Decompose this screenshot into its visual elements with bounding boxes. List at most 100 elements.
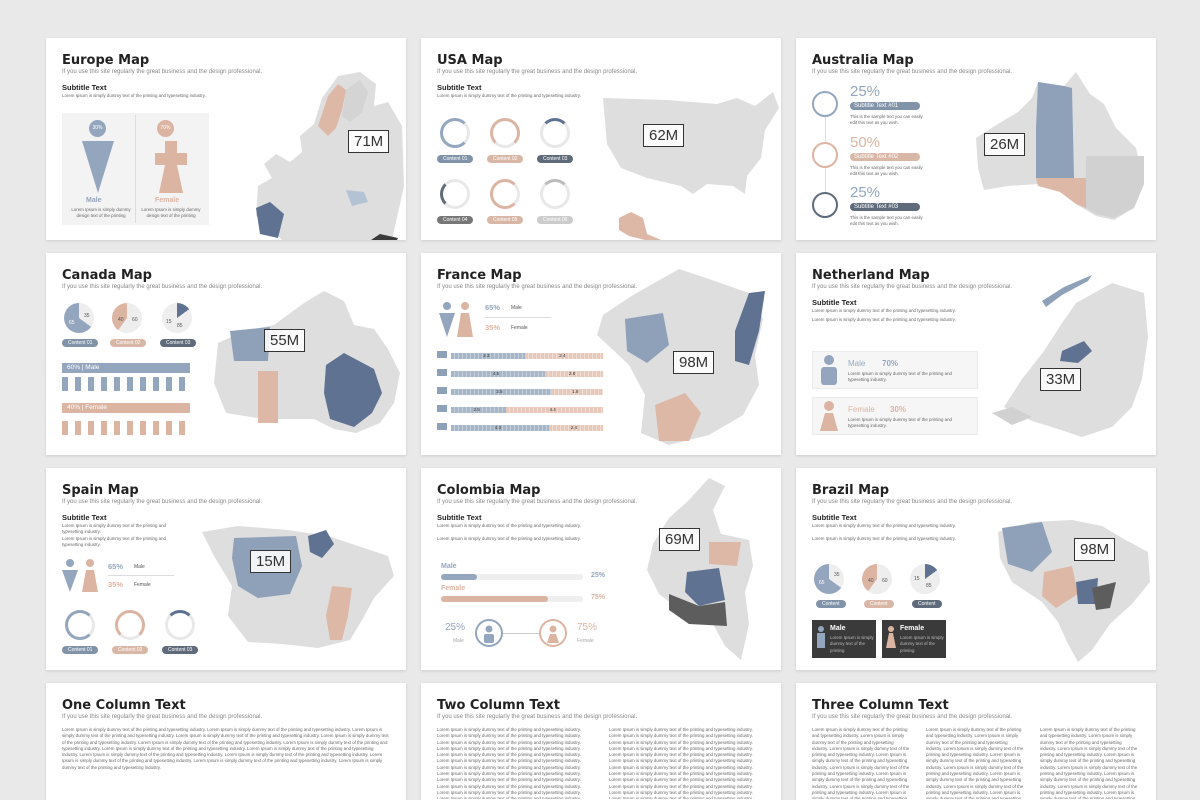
pie-chart-2	[862, 564, 892, 594]
pie-chart-1	[64, 303, 94, 333]
pie-chart-3	[910, 564, 940, 594]
rocket-icon	[490, 179, 520, 209]
bar-value-female: 4.4	[549, 407, 556, 412]
item-3-note: This is the sample text you can easily e…	[850, 215, 923, 227]
female-progress-bar	[441, 596, 583, 602]
bar-segment-female	[551, 389, 603, 395]
female-people-icons	[62, 421, 190, 435]
chart-icon	[540, 179, 570, 209]
body-text: Lorem Ipsum is simply dummy text of the …	[812, 308, 956, 313]
slide-title: USA Map	[437, 53, 503, 68]
female-label: Female	[134, 582, 151, 588]
australia-map-slide[interactable]: Australia Map If you use this site regul…	[796, 38, 1156, 240]
spain-map-slide[interactable]: Spain Map If you use this site regularly…	[46, 468, 406, 670]
pie-label-2: Content	[864, 600, 894, 608]
usa-map-slide[interactable]: USA Map If you use this site regularly t…	[421, 38, 781, 240]
item-2-label: Subtitle Text #02	[850, 153, 920, 161]
usa-map	[603, 92, 779, 240]
male-icon	[62, 559, 78, 592]
slide-title: One Column Text	[62, 698, 186, 713]
slide-subtitle: If you use this site regularly the great…	[62, 69, 263, 75]
bar-value-male: 2.3	[483, 353, 490, 358]
male-label: Male	[441, 563, 457, 570]
item-2-note: This is the sample text you can easily e…	[850, 165, 923, 177]
female-circle-icon	[539, 619, 567, 647]
subtitle-text: Subtitle Text	[62, 513, 107, 522]
content-label-5: Content 05	[487, 216, 524, 224]
male-progress-bar	[441, 574, 583, 580]
slide-subtitle: If you use this site regularly the great…	[437, 284, 638, 290]
male-stat-card	[812, 351, 978, 389]
slide-title: Netherland Map	[812, 268, 930, 283]
one-column-text-slide[interactable]: One Column Text If you use this site reg…	[46, 683, 406, 800]
netherland-map	[992, 275, 1148, 437]
bar-value-male: 4.5	[492, 371, 500, 376]
europe-map-slide[interactable]: Europe Map If you use this site regularl…	[46, 38, 406, 240]
item-3-percent: 25%	[850, 184, 881, 201]
male-people-icons	[62, 377, 190, 391]
colombia-map-slide[interactable]: Colombia Map If you use this site regula…	[421, 468, 781, 670]
bar-segment-male	[451, 389, 552, 395]
body-text: Lorem Ipsum is simply dummy text of the …	[62, 523, 166, 535]
population-value: 98M	[673, 351, 715, 374]
content-label-2: Content 02	[487, 155, 524, 163]
netherland-map-slide[interactable]: Netherland Map If you use this site regu…	[796, 253, 1156, 455]
population-value: 71M	[348, 130, 390, 153]
brazil-map-slide[interactable]: Brazil Map If you use this site regularl…	[796, 468, 1156, 670]
colombia-map	[647, 478, 753, 660]
bar-segment-female	[506, 407, 603, 413]
slide-subtitle: If you use this site regularly the great…	[812, 499, 1013, 505]
female-icon	[457, 302, 473, 337]
bulb-icon	[540, 118, 570, 148]
item-3-label: Subtitle Text #03	[850, 203, 920, 211]
content-label-3: Content 03	[537, 155, 574, 163]
pie-chart-1	[814, 564, 844, 594]
handshake-icon	[65, 610, 95, 640]
female-label: Female	[900, 625, 925, 632]
france-map-slide[interactable]: France Map If you use this site regularl…	[421, 253, 781, 455]
bulb-icon	[165, 610, 195, 640]
slide-subtitle: If you use this site regularly the great…	[62, 284, 263, 290]
handshake-icon	[440, 118, 470, 148]
pie-label-3: Content	[912, 600, 942, 608]
male-label: Male	[86, 197, 102, 204]
target-icon	[440, 179, 470, 209]
item-1-label: Subtitle Text #01	[850, 102, 920, 110]
male-label: Male	[511, 305, 522, 311]
canada-map-slide[interactable]: Canada Map If you use this site regularl…	[46, 253, 406, 455]
male-desc: Lorem Ipsum is simply dummy text of the …	[830, 635, 874, 653]
female-percent: 75%	[591, 594, 606, 601]
canada-map	[214, 291, 400, 433]
male-label: Male	[830, 625, 846, 632]
two-column-text-slide[interactable]: Two Column Text If you use this site reg…	[421, 683, 781, 800]
category-icons	[437, 351, 447, 431]
body-column-1: Lorem Ipsum is simply dummy text of the …	[812, 727, 910, 799]
content-label-2: Content 02	[112, 646, 149, 654]
pie-label-2: Content 02	[110, 339, 147, 347]
male-row-bar: 60% | Male	[62, 363, 190, 373]
bar-segment-male	[451, 371, 545, 377]
subtitle-text: Subtitle Text	[812, 298, 857, 307]
female-label: Female	[441, 585, 466, 592]
award-icon	[812, 91, 838, 117]
slide-title: Three Column Text	[812, 698, 949, 713]
male-label: Male	[848, 359, 866, 368]
female-icon	[82, 559, 98, 592]
slide-title: Canada Map	[62, 268, 152, 283]
award-icon	[115, 610, 145, 640]
slide-title: Europe Map	[62, 53, 150, 68]
three-column-text-slide[interactable]: Three Column Text If you use this site r…	[796, 683, 1156, 800]
bar-value-female: 2.8	[568, 371, 576, 376]
male-dark-card: Male Lorem Ipsum is simply dummy text of…	[812, 620, 876, 658]
slide-title: Two Column Text	[437, 698, 560, 713]
male-summary-percent: 25%	[445, 622, 466, 633]
population-value: 69M	[659, 528, 701, 551]
australia-map	[976, 72, 1144, 220]
subtitle-text: Subtitle Text	[62, 83, 107, 92]
bulb-icon	[812, 142, 838, 168]
pie-label-1: Content	[816, 600, 846, 608]
female-summary-percent: 75%	[577, 622, 598, 633]
pie-chart-2	[112, 303, 142, 333]
subtitle-text: Subtitle Text	[812, 513, 857, 522]
subtitle-text: Subtitle Text	[437, 513, 482, 522]
